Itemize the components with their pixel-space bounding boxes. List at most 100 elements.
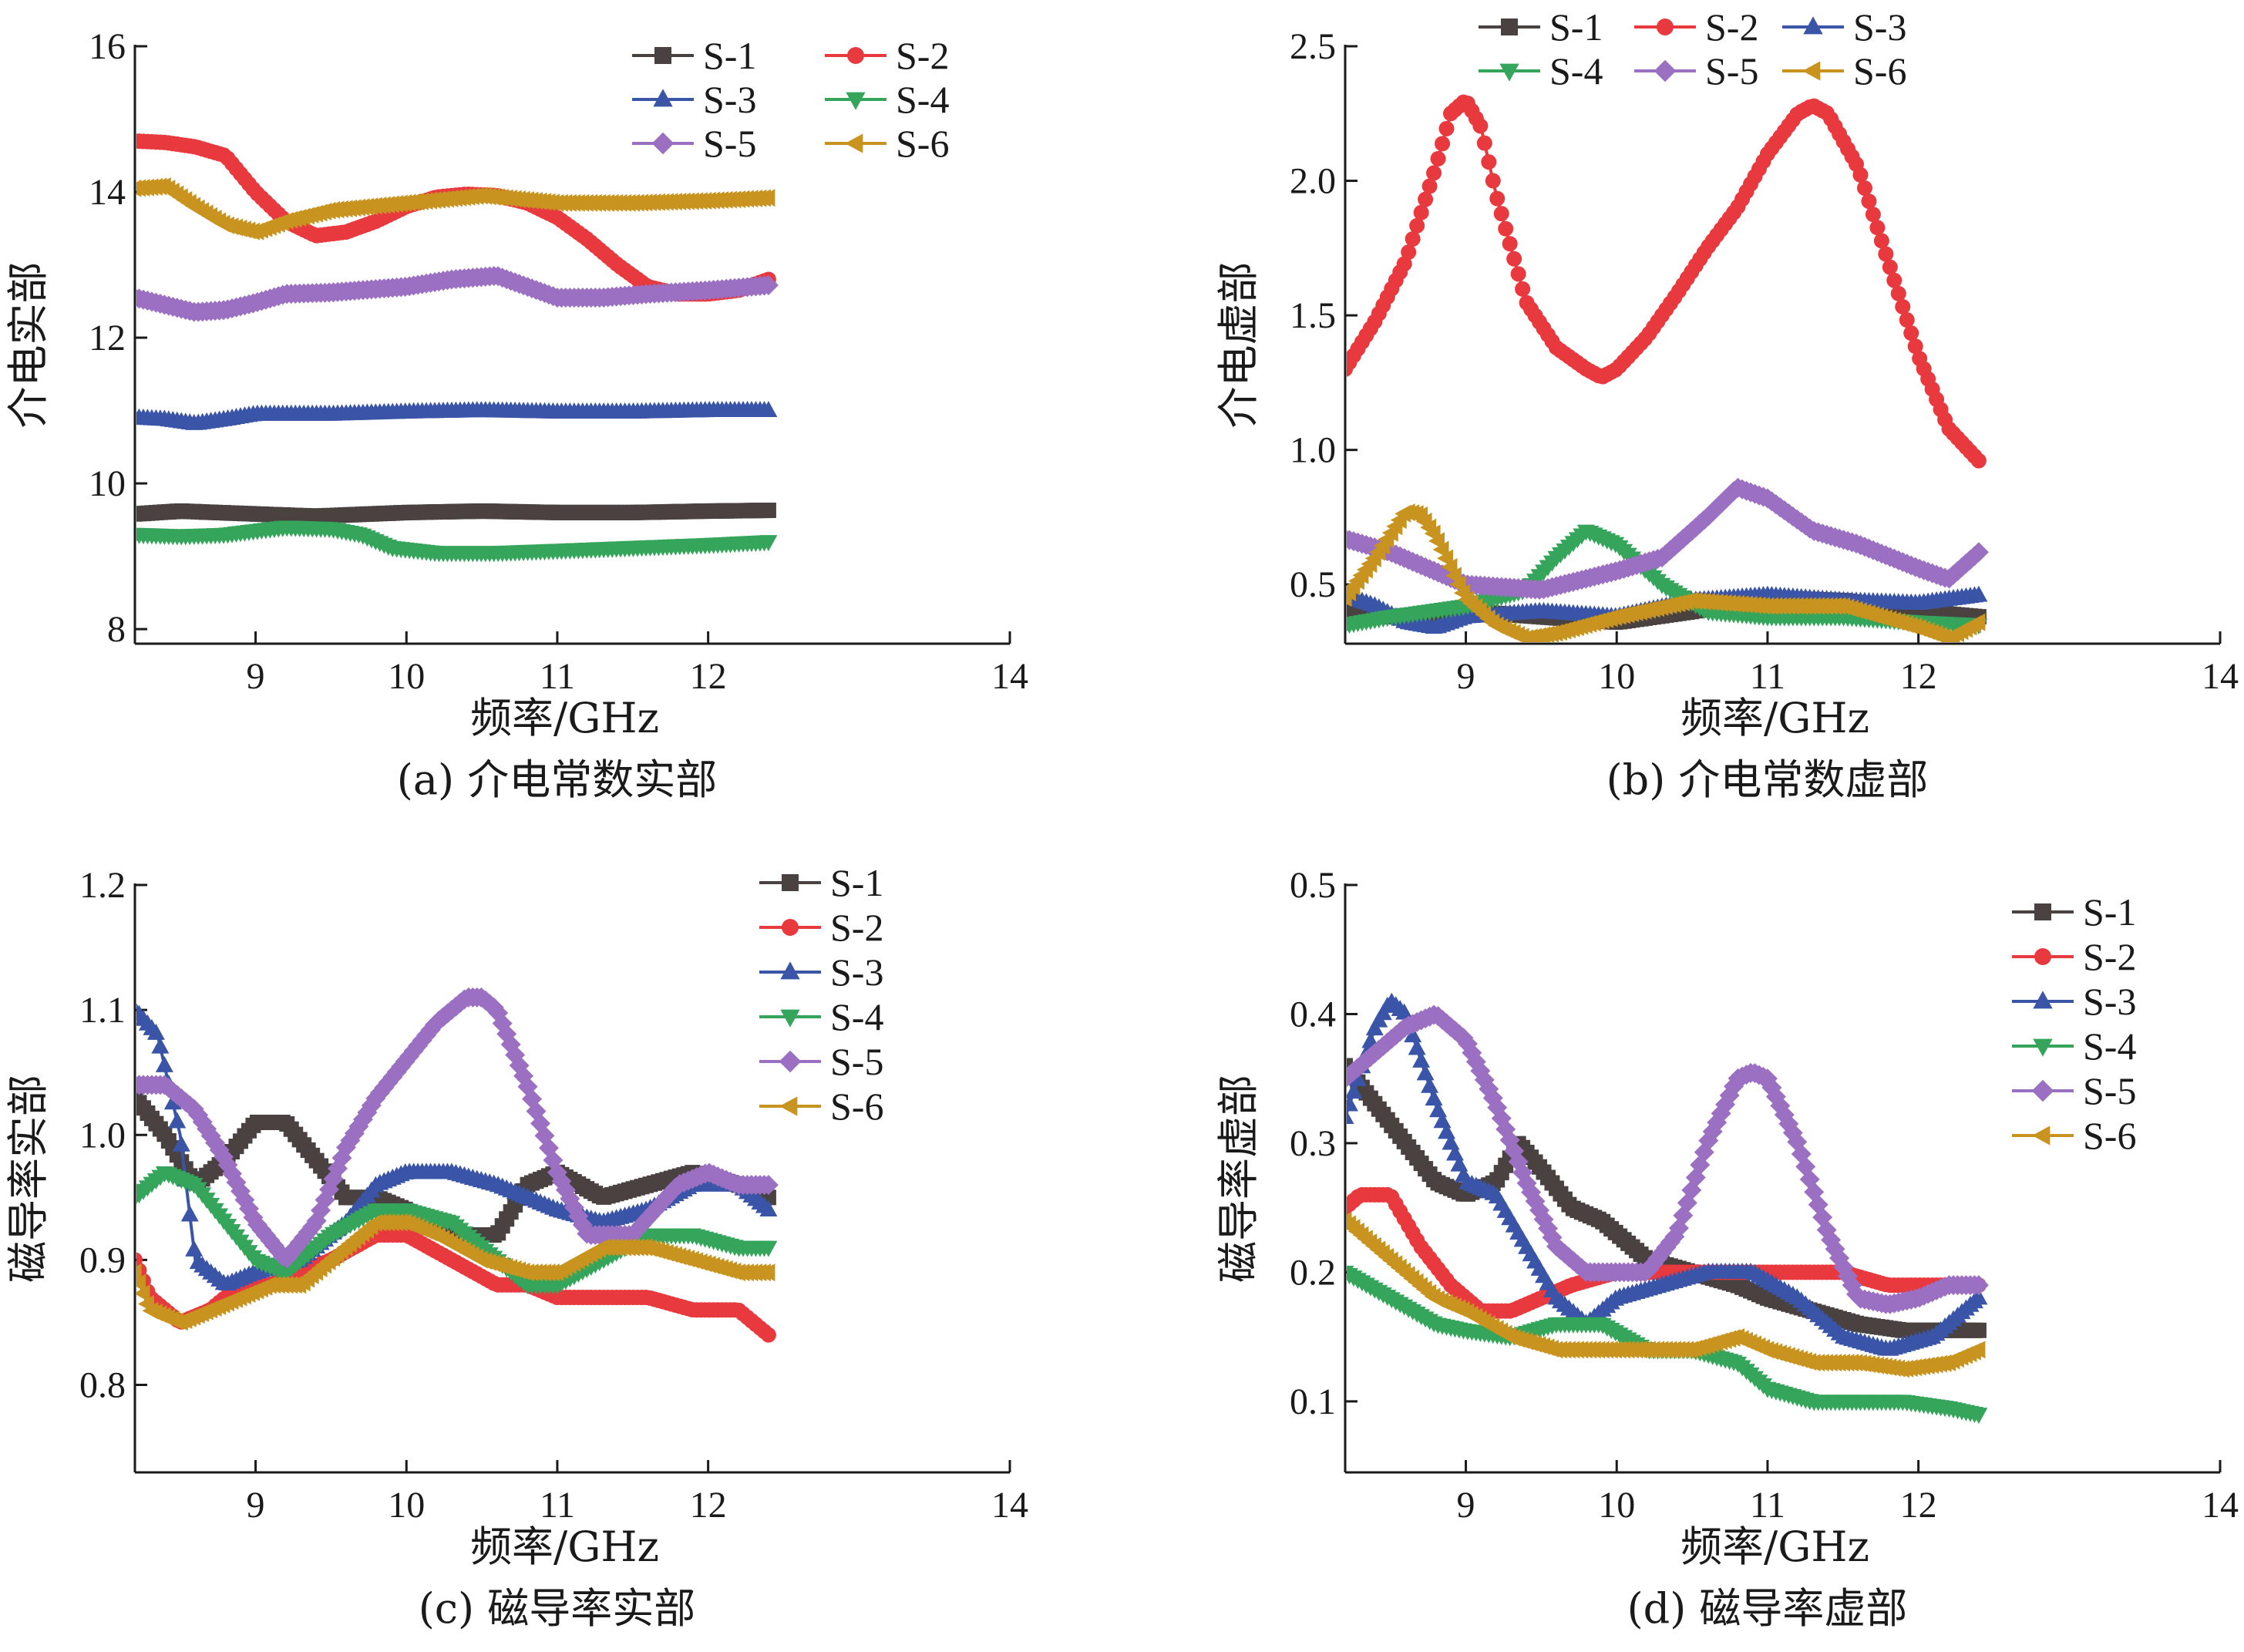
legend-label: S-6 [1853,49,1906,93]
series-s-5 [1347,1004,1989,1314]
legend-item-s-4: S-4 [759,995,883,1038]
legend-label: S-5 [830,1040,883,1083]
legend-item-s-3: S-3 [759,950,883,994]
data-point [136,1284,150,1303]
data-point [759,1240,778,1257]
data-point [183,1099,204,1119]
data-point [185,1240,204,1257]
legend-label: S-1 [1549,5,1603,49]
data-point [146,1023,165,1040]
data-point [1852,167,1869,183]
y-axis-title: 介电虚部 [1214,262,1263,429]
panel-caption: (a) 介电常数实部 [397,755,718,804]
legend-label: S-6 [830,1085,883,1128]
legend-item-s-2: S-2 [759,906,883,949]
legend-marker [1657,19,1674,35]
data-point [759,1263,775,1282]
y-tick-label: 0.2 [1290,1252,1336,1293]
panel-caption: (c) 磁导率实部 [419,1584,696,1633]
panel-caption: (b) 介电常数虚部 [1606,755,1929,804]
data-point [1485,173,1501,189]
y-tick-label: 8 [107,609,126,650]
legend-label: S-6 [2083,1114,2136,1157]
legend-marker [2033,1038,2053,1057]
data-point [759,401,778,418]
data-point [1869,220,1886,236]
x-tick-label: 10 [388,656,425,697]
x-tick-label: 9 [247,656,265,697]
legend-marker [1499,63,1519,82]
data-point [1405,230,1421,247]
data-point [1404,1026,1422,1043]
legend-item-s-1: S-1 [1479,5,1603,49]
data-point [151,1037,170,1054]
y-axis-title: 磁导率实部 [4,1075,52,1283]
series-s-1 [136,503,776,524]
legend-marker [2034,903,2051,920]
series-s-5 [136,987,779,1269]
legend-label: S-3 [703,78,756,121]
data-point [1865,207,1881,223]
data-point [1413,204,1429,220]
data-point [1873,233,1889,249]
legend-item-s-5: S-5 [1634,49,1758,93]
legend-item-s-3: S-3 [2012,980,2136,1023]
x-tick-label: 11 [1750,1485,1785,1526]
data-point [1396,256,1412,272]
data-point [136,1273,146,1292]
legend-item-s-1: S-1 [2012,890,2136,934]
x-tick-label: 10 [388,1485,425,1526]
series-s-2 [1347,94,1987,469]
legend-item-s-2: S-2 [1634,5,1758,49]
x-tick-label: 14 [2202,1485,2239,1526]
series-s-3 [136,401,778,430]
x-tick-label: 10 [1598,1485,1635,1526]
legend-label: S-1 [703,34,756,77]
legend-marker [782,874,799,891]
data-point [1968,542,1989,563]
data-point [1970,1408,1988,1425]
series-s-6 [136,1213,775,1331]
x-tick-label: 12 [690,656,727,697]
y-tick-label: 0.9 [79,1240,126,1280]
x-tick-label: 14 [2202,656,2239,697]
legend-marker [1802,61,1821,81]
x-tick-label: 14 [991,1485,1028,1526]
legend-label: S-6 [896,122,949,165]
legend-item-s-2: S-2 [825,34,949,77]
y-tick-label: 0.5 [1290,564,1336,605]
y-tick-label: 2.0 [1290,161,1336,202]
x-tick-label: 9 [1457,656,1475,697]
legend-marker [845,133,863,153]
legend-label: S-1 [830,861,883,904]
x-tick-label: 11 [1750,656,1785,697]
data-point [1861,193,1877,210]
data-point [155,1055,173,1072]
legend-marker [2034,948,2051,965]
data-point [1970,453,1987,469]
legend-label: S-2 [1705,5,1758,49]
legend-label: S-2 [896,34,949,77]
data-point [1416,1064,1435,1081]
x-axis-title: 频率/GHz [470,694,659,742]
data-point [1348,1069,1367,1086]
legend-item-s-4: S-4 [2012,1025,2136,1068]
y-tick-label: 1.5 [1290,295,1336,336]
data-point [1476,135,1492,151]
data-point [1418,191,1434,207]
data-point [1408,1038,1426,1055]
x-tick-label: 11 [540,1485,575,1526]
legend-marker [653,89,673,107]
panel-caption: (d) 磁导率虚部 [1627,1584,1908,1633]
series-s-5 [1347,477,1989,601]
legend-label: S-4 [830,995,883,1038]
legend-marker [1501,19,1518,35]
y-axis-title: 介电实部 [4,262,52,429]
legend-label: S-4 [896,78,949,121]
legend-item-s-6: S-6 [1782,49,1906,93]
x-tick-label: 11 [540,656,575,697]
legend: S-1S-2S-3S-4S-5S-6 [2012,890,2136,1157]
data-point [1899,312,1915,328]
